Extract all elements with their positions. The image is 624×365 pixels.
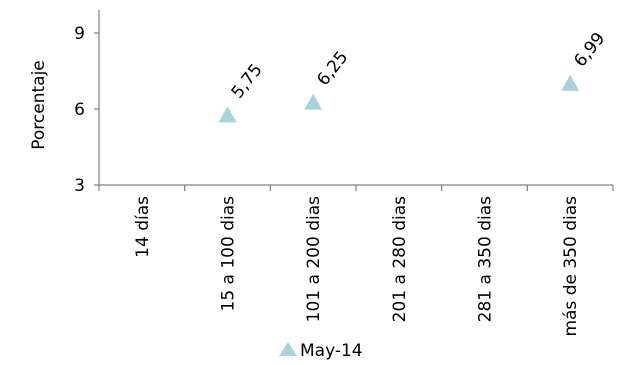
y-axis-title: Porcentaje [29,60,49,150]
legend-marker-triangle [279,342,297,356]
data-points [218,74,580,123]
x-ticks [98,185,614,191]
data-point-triangle [304,93,323,110]
category-label: 15 a 100 dias [219,196,239,312]
y-tick-label: 9 [74,24,85,44]
category-label: 101 a 200 dias [304,196,324,322]
category-label: 281 a 350 dias [476,196,496,322]
data-labels: 5,75 6,25 6,99 [228,29,610,103]
data-label: 6,25 [313,48,352,90]
legend-label: May-14 [300,341,363,361]
plot-area: 3 6 9 14 días 15 a 100 dias 101 a 200 dias 20… [74,10,614,337]
y-tick-label: 6 [74,100,85,120]
category-labels: 14 días 15 a 100 dias 101 a 200 dias 201 a … [133,196,581,337]
data-label: 6,99 [570,29,609,71]
y-tick-label: 3 [74,176,85,196]
category-label: 14 días [133,196,153,258]
y-ticks: 3 6 9 [74,24,99,196]
data-label: 5,75 [228,60,267,102]
data-point-triangle [218,106,237,123]
data-point-triangle [561,74,580,91]
category-label: 201 a 280 dias [390,196,410,322]
legend: May-14 [279,341,363,361]
category-label: más de 350 dias [561,196,581,337]
